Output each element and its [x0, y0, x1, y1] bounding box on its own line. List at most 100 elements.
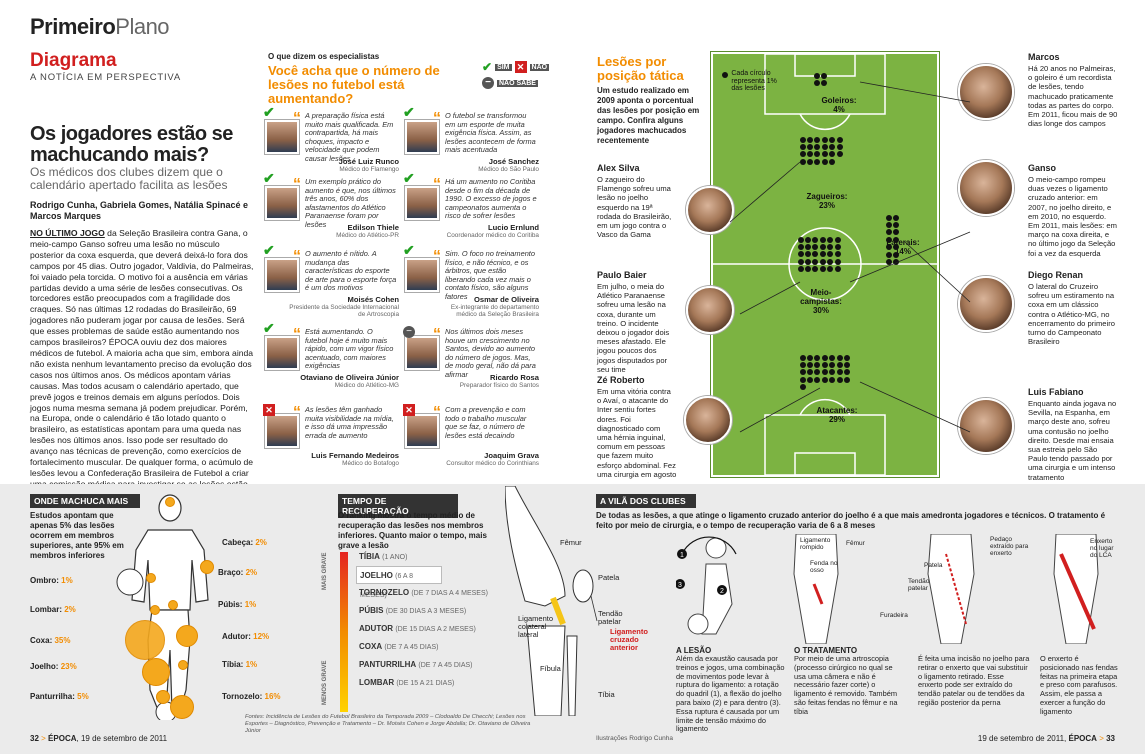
recovery-range: (DE 7 A 45 DIAS)	[384, 644, 439, 651]
recovery-range: (DE 15 A 21 DIAS)	[396, 680, 455, 687]
knee-tendao-label: Tendão patelar	[598, 609, 623, 626]
injury-dot	[834, 244, 841, 251]
knee-lig-lateral-label: Ligamento colateral lateral	[518, 614, 554, 639]
injury-dot	[807, 151, 814, 158]
injury-dot	[893, 222, 900, 229]
injury-dot	[836, 136, 843, 143]
injury-dot	[821, 376, 828, 383]
part-value: 2%	[245, 568, 258, 577]
zone-name: Meio-campistas:	[800, 288, 842, 306]
zone-value: 14%	[894, 247, 911, 256]
injury-dot	[893, 229, 900, 236]
expert-name: Lucio Ernlund	[487, 223, 539, 232]
injury-dot	[827, 251, 834, 258]
experts-kicker: O que dizem os especialistas	[268, 52, 380, 61]
injury-dot	[834, 251, 841, 258]
body-part-label: Coxa: 35%	[30, 636, 70, 645]
recovery-row: TORNOZELO (DE 7 DIAS A 4 MESES)	[356, 584, 516, 602]
expert-quote: Nos últimos dois meses houve um crescime…	[445, 327, 536, 379]
villain-step: É feita uma incisão no joelho para retir…	[918, 654, 1030, 708]
body-part-label: Adutor: 12%	[222, 632, 269, 641]
injury-dot	[893, 244, 900, 251]
injury-dot	[812, 251, 819, 258]
injury-dot	[836, 151, 843, 158]
zone-value: 30%	[812, 306, 829, 315]
body-part-label: Joelho: 23%	[30, 662, 77, 671]
recovery-range: (6 A 8 MESES)	[360, 573, 414, 599]
part-name: Lombar:	[30, 605, 62, 614]
expert-quote: As lesões têm ganhado muita visibilidade…	[305, 405, 394, 440]
player-text: O zagueiro do Flamengo sofreu uma lesão …	[597, 175, 672, 240]
check-icon: ✔	[403, 104, 415, 120]
injury-dot	[807, 354, 814, 361]
injury-dot	[836, 376, 843, 383]
expert-quote: O aumento é nítido. A mudança das caract…	[305, 249, 397, 293]
injury-dot	[885, 236, 892, 243]
zone-dots	[797, 236, 843, 273]
villain-femur: Fêmur	[846, 540, 865, 547]
footer-right-page: 33	[1106, 734, 1115, 743]
body-part-label: Panturrilha: 5%	[30, 692, 89, 701]
section-title: Diagrama	[30, 50, 117, 71]
step-marker-2: 2	[720, 588, 724, 595]
positions-title: Lesões por posição tática	[597, 54, 684, 83]
expert-quote: Sim. O foco no treinamento físico, e não…	[445, 249, 535, 301]
injury-dot	[805, 236, 812, 243]
part-value: 5%	[77, 692, 89, 701]
recovery-row: PÚBIS (DE 30 DIAS A 3 MESES)	[356, 602, 516, 620]
injury-dot	[821, 72, 828, 79]
expert-quote: Com a prevenção e com todo o trabalho mu…	[445, 405, 527, 440]
expert-name: Ricardo Rosa	[490, 373, 539, 382]
expert-name: José Luiz Runco	[338, 157, 399, 166]
recovery-range: (DE 7 A 45 DIAS)	[418, 662, 473, 669]
recovery-row: LOMBAR (DE 15 A 21 DIAS)	[356, 674, 516, 692]
x-icon: ✕	[514, 61, 527, 73]
check-icon: ✔	[263, 104, 275, 120]
expert-role: Coordenador médico do Coritiba	[446, 232, 539, 239]
part-value: 16%	[264, 692, 281, 701]
expert-quote: Um exemplo prático do aumento é que, nos…	[305, 177, 396, 229]
injury-dot	[812, 244, 819, 251]
subhead: Os médicos dos clubes dizem que o calend…	[30, 165, 228, 192]
injury-dot	[814, 376, 821, 383]
injury-dot	[821, 354, 828, 361]
zone-label: Meio-campistas: 30%	[791, 288, 851, 315]
body-part-label: Tíbia: 1%	[222, 660, 257, 669]
villain-patela: Patela	[924, 562, 943, 569]
injury-dot	[812, 236, 819, 243]
knee-fibula-label: Fíbula	[540, 664, 561, 673]
villain-lig-rompido: Ligamento rompido	[800, 537, 831, 551]
quote-mark-icon: “	[433, 404, 441, 421]
injury-dot	[893, 214, 900, 221]
footer-left-date: 19 de setembro de 2011	[80, 734, 168, 743]
zone-dots	[799, 354, 853, 391]
injury-dot	[814, 136, 821, 143]
injury-dot	[885, 229, 892, 236]
axis-bottom: MENOS GRAVE	[322, 660, 328, 705]
expert-role: Médico do São Paulo	[478, 166, 539, 173]
pin-shoulder	[146, 573, 156, 583]
injury-dot	[829, 362, 836, 369]
expert-photo	[265, 336, 299, 370]
part-value: 35%	[54, 636, 71, 645]
part-value: 1%	[61, 576, 73, 585]
step-text: Além da exaustão causada por treinos e j…	[676, 654, 785, 734]
step-text: É feita uma incisão no joelho para retir…	[918, 654, 1030, 707]
part-value: 1%	[245, 660, 258, 669]
part-name: Tornozelo:	[222, 692, 263, 701]
injury-dot	[893, 251, 900, 258]
injury-dot	[814, 362, 821, 369]
player-text: O lateral do Cruzeiro sofreu um estirame…	[1028, 282, 1115, 347]
recovery-range: (DE 30 DIAS A 3 MESES)	[385, 608, 467, 615]
injury-dot	[843, 369, 850, 376]
bodymap-intro: Estudos apontam que apenas 5% das lesões…	[30, 511, 124, 560]
injury-dot	[797, 258, 804, 265]
injury-dot	[807, 158, 814, 165]
step-marker-3: 3	[678, 582, 682, 589]
zone-label: Laterais: 14%	[873, 238, 933, 256]
zone-name: Goleiros:	[821, 96, 857, 105]
injury-dot	[834, 258, 841, 265]
expert-photo	[405, 258, 439, 292]
pin-calf	[156, 690, 170, 704]
